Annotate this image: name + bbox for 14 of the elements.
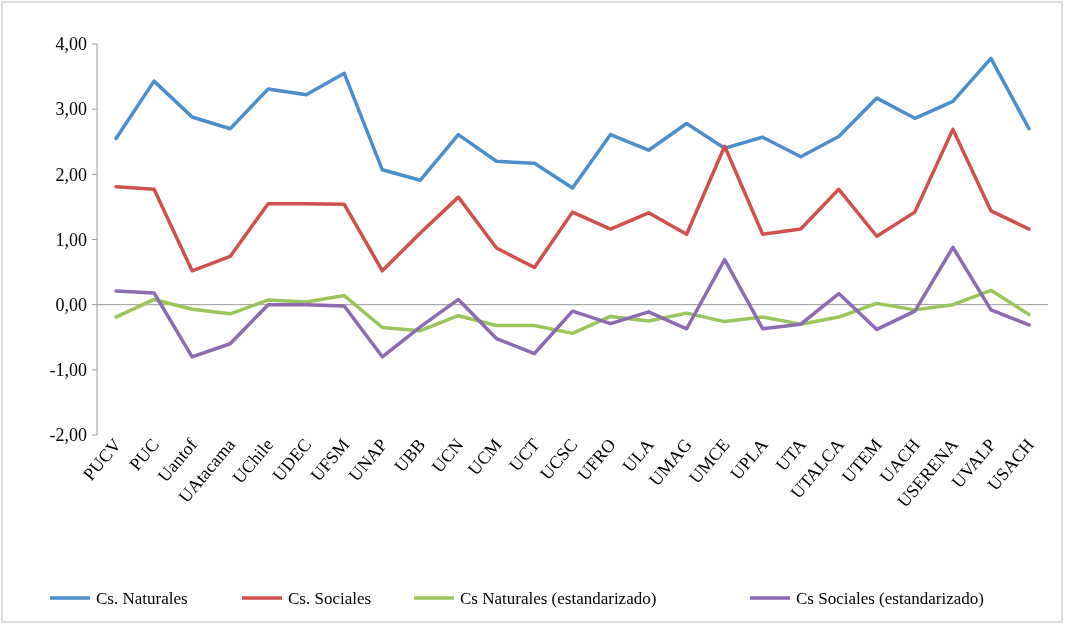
line-series [114,56,1031,190]
y-tick-label: 4,00 [55,34,87,55]
y-tick-label: 0,00 [55,294,87,315]
y-tick-label: 3,00 [55,99,87,120]
line-series [114,127,1031,273]
y-tick-label: 2,00 [55,164,87,185]
y-tick-label: 1,00 [55,229,87,250]
line-series [114,245,1031,359]
line-series [114,288,1031,336]
legend-label: Cs Naturales (estandarizado) [460,588,657,608]
y-tick-label: -1,00 [49,360,87,381]
legend-label: Cs Sociales (estandarizado) [796,588,984,608]
legend-label: Cs. Sociales [288,588,372,608]
legend-label: Cs. Naturales [96,588,188,608]
